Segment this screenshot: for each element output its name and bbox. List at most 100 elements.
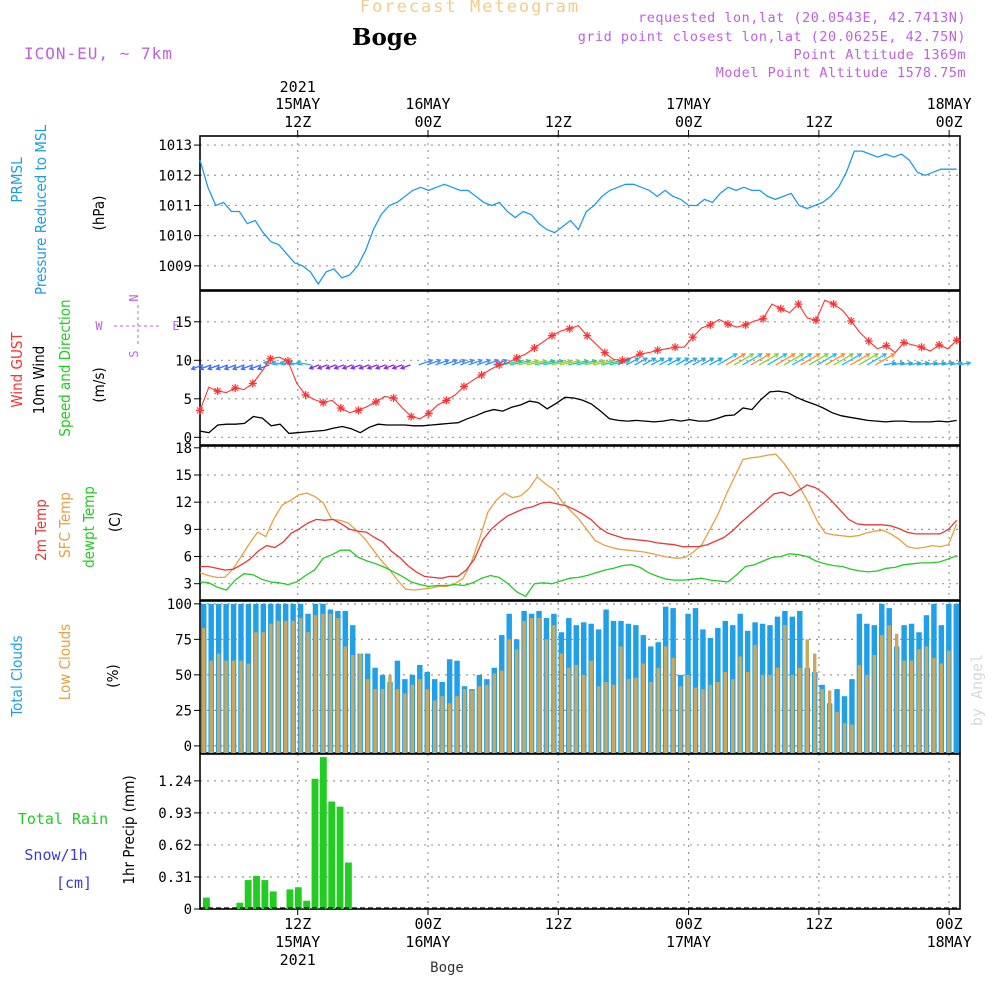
precip-bar [269, 891, 277, 909]
wind-arrow [233, 364, 245, 370]
wind-arrow [625, 357, 639, 366]
wind-gust-marker [688, 333, 697, 342]
gust-marker-d2 [214, 387, 221, 395]
low-cloud-bar [507, 639, 511, 753]
low-cloud-bar [663, 646, 668, 753]
wind-arrow [775, 353, 796, 366]
low-cloud-bar [365, 679, 370, 753]
low-cloud-bar [604, 681, 608, 753]
wind-arrow-head [375, 364, 381, 370]
low-cloud-bar [522, 620, 526, 753]
low-cloud-bar [894, 633, 899, 753]
total-cloud-bar [849, 679, 855, 753]
wind-10m-label: 10m Wind [30, 346, 48, 415]
wind-arrow-head [262, 360, 268, 366]
snow-unit-label: [cm] [56, 874, 92, 892]
total-cloud-bar [953, 603, 959, 753]
wind-arrow [359, 364, 370, 369]
wind-arrow [351, 364, 361, 369]
low-cloud-bar [202, 627, 206, 753]
temp-dewpt-label: dewpt Temp [80, 486, 98, 568]
wind-gust-marker [706, 320, 715, 329]
pressure-label-msl: Pressure Reduced to MSL [32, 124, 50, 295]
wind-arrow [443, 359, 458, 366]
wind-arrow-head [807, 353, 813, 358]
wind-gust-marker [283, 357, 292, 366]
wind-arrow [758, 353, 779, 366]
wind-arrow-head [279, 360, 285, 366]
gust-marker-d2 [231, 384, 239, 392]
wind-arrow-head [882, 353, 888, 358]
wind-arrow-head [848, 353, 854, 358]
gust-marker-d2 [425, 410, 433, 417]
low-cloud-bar [909, 660, 914, 753]
pressure-ytick-label: 1013 [158, 138, 192, 154]
wind-arrow [850, 353, 870, 366]
low-cloud-bar [239, 660, 243, 753]
gust-marker-d2 [319, 399, 327, 407]
total-cloud-bar [603, 609, 609, 753]
bottom-time-label: 12Z [805, 915, 832, 933]
precip-bar [328, 801, 336, 909]
low-cloud-bar [574, 664, 578, 753]
top-time-label: 00Z [936, 113, 963, 131]
wind-arrow-head [502, 358, 508, 364]
low-cloud-bar [641, 663, 646, 753]
low-cloud-bar [701, 689, 705, 753]
wind-arrow-head [341, 364, 348, 370]
wind-arrow [808, 353, 829, 366]
gust-marker-d2 [302, 391, 309, 399]
wind-arrow-head [890, 353, 896, 358]
precip-bar [286, 889, 294, 909]
wind-arrow-head [350, 364, 356, 370]
wind-arrow [568, 360, 588, 366]
wind-gust-marker [248, 379, 257, 388]
wind-arrow [199, 364, 212, 370]
temperature-ytick-label: 12 [175, 495, 192, 511]
low-cloud-bar [649, 681, 653, 753]
wind-gust-marker [618, 356, 627, 365]
wind-arrow [700, 357, 714, 366]
low-cloud-bar [283, 620, 288, 753]
pressure-label-prmsl: PRMSL [8, 157, 26, 203]
wind-arrow [825, 353, 845, 366]
low-cloud-bar [269, 623, 273, 753]
wind-arrow [941, 362, 954, 366]
wind-gust-marker [336, 404, 345, 413]
wind-gust-marker [583, 331, 592, 340]
low-cloud-bar [306, 632, 310, 753]
temperature-series-sfc-temp-line [199, 453, 958, 591]
wind-arrow-head [256, 365, 263, 371]
bottom-time-label: 2021 [280, 951, 316, 969]
station-name: Boge [352, 24, 418, 51]
wind-arrow [451, 359, 466, 366]
wind-arrow [367, 364, 378, 369]
low-cloud-bar [775, 667, 780, 753]
total-clouds-label: Total Clouds [8, 635, 26, 717]
wind-gust-marker [512, 353, 521, 362]
wind-arrow-head [436, 358, 442, 364]
low-cloud-bar [447, 703, 452, 753]
low-cloud-bar [291, 620, 295, 753]
low-cloud-bar [656, 667, 660, 753]
wind-grid [194, 291, 960, 445]
pressure-series-prmsl-line [199, 150, 957, 286]
precip-grid [194, 754, 960, 910]
low-cloud-bar [276, 620, 280, 753]
wind-arrow-head [692, 357, 698, 363]
top-time-label: 2021 [280, 78, 316, 96]
wind-arrow [334, 364, 345, 369]
wind-frame [199, 290, 961, 446]
bottom-time-label: 00Z [675, 915, 702, 933]
wind-arrow [224, 364, 237, 370]
wind-gust-marker [794, 300, 803, 309]
wind-gust-marker [301, 390, 310, 399]
low-cloud-bar [462, 689, 467, 753]
wind-arrow-head [325, 364, 331, 370]
top-time-label: 12Z [284, 113, 311, 131]
pressure-ytick-label: 1009 [158, 259, 192, 275]
low-cloud-bar [500, 670, 504, 753]
wind-gust-marker [917, 343, 926, 352]
clouds-ytick-label: 75 [175, 632, 192, 648]
compass-north-label: N [127, 294, 141, 301]
